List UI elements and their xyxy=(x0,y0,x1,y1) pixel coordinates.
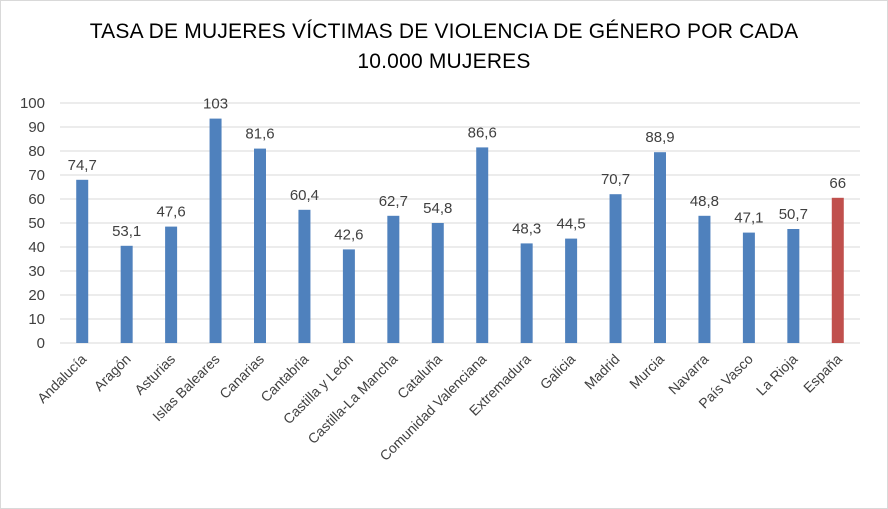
data-labels: 74,7 53,1 47,6 103 81,6 60,4 42,6 62,7 54,8 86,6 4… xyxy=(68,96,847,244)
y-tick-label: 100 xyxy=(20,95,45,112)
data-label: 70,7 xyxy=(601,171,630,188)
data-label: 50,7 xyxy=(779,206,808,223)
y-tick-label: 50 xyxy=(28,215,45,232)
y-tick-label: 0 xyxy=(37,335,45,352)
data-label: 60,4 xyxy=(290,187,319,204)
data-label: 74,7 xyxy=(68,157,97,174)
data-label: 86,6 xyxy=(468,124,497,141)
x-category-label: La Rioja xyxy=(753,351,801,399)
bar-islas-baleares xyxy=(209,118,222,343)
x-category-label: Andalucía xyxy=(34,351,89,406)
bar-la-rioja xyxy=(787,229,800,343)
bar-andalucía xyxy=(76,179,89,343)
bar-comunidad-valenciana xyxy=(476,147,489,343)
x-category-label: Murcia xyxy=(626,351,667,392)
data-label: 103 xyxy=(203,96,228,113)
bars xyxy=(76,118,844,343)
data-label: 47,1 xyxy=(734,210,763,227)
data-label: 54,8 xyxy=(423,200,452,217)
y-tick-label: 30 xyxy=(28,263,45,280)
y-tick-label: 10 xyxy=(28,311,45,328)
y-tick-label: 20 xyxy=(28,287,45,304)
y-tick-label: 60 xyxy=(28,191,45,208)
data-label: 53,1 xyxy=(112,223,141,240)
data-label: 81,6 xyxy=(245,126,274,143)
bar-país-vasco xyxy=(742,232,755,343)
x-category-label: España xyxy=(800,351,845,396)
data-label: 48,8 xyxy=(690,193,719,210)
y-axis-ticks: 0 10 20 30 40 50 60 70 80 90 100 xyxy=(20,95,45,352)
bar-castilla-y-león xyxy=(342,249,355,343)
bar-canarias xyxy=(254,148,266,343)
bar-murcia xyxy=(654,152,666,343)
bar-madrid xyxy=(609,194,622,343)
data-label: 42,6 xyxy=(334,226,363,243)
bar-navarra xyxy=(698,215,711,343)
chart-title-line-2: 10.000 MUJERES xyxy=(357,50,531,73)
data-label: 62,7 xyxy=(379,193,408,210)
y-tick-label: 80 xyxy=(28,143,45,160)
bar-españa xyxy=(831,197,844,343)
bar-asturias xyxy=(165,226,178,343)
x-category-label: Galicia xyxy=(537,351,579,393)
gridlines xyxy=(60,102,860,344)
bar-castilla-la-mancha xyxy=(387,215,400,343)
chart-title: TASA DE MUJERES VÍCTIMAS DE VIOLENCIA DE… xyxy=(0,17,888,77)
bar-galicia xyxy=(565,238,578,343)
data-label: 66 xyxy=(829,175,846,192)
y-tick-label: 40 xyxy=(28,239,45,256)
x-category-label: Aragón xyxy=(91,351,134,394)
bar-aragón xyxy=(120,245,133,343)
data-label: 47,6 xyxy=(157,204,186,221)
y-tick-label: 70 xyxy=(28,167,45,184)
data-label: 48,3 xyxy=(512,220,541,237)
bar-cantabria xyxy=(298,209,311,343)
y-tick-label: 90 xyxy=(28,119,45,136)
x-category-label: Madrid xyxy=(581,351,623,393)
data-label: 44,5 xyxy=(557,216,586,233)
data-label: 88,9 xyxy=(645,129,674,146)
bar-cataluña xyxy=(431,223,444,343)
bar-extremadura xyxy=(520,243,533,343)
chart-title-line-1: TASA DE MUJERES VÍCTIMAS DE VIOLENCIA DE… xyxy=(89,20,799,43)
